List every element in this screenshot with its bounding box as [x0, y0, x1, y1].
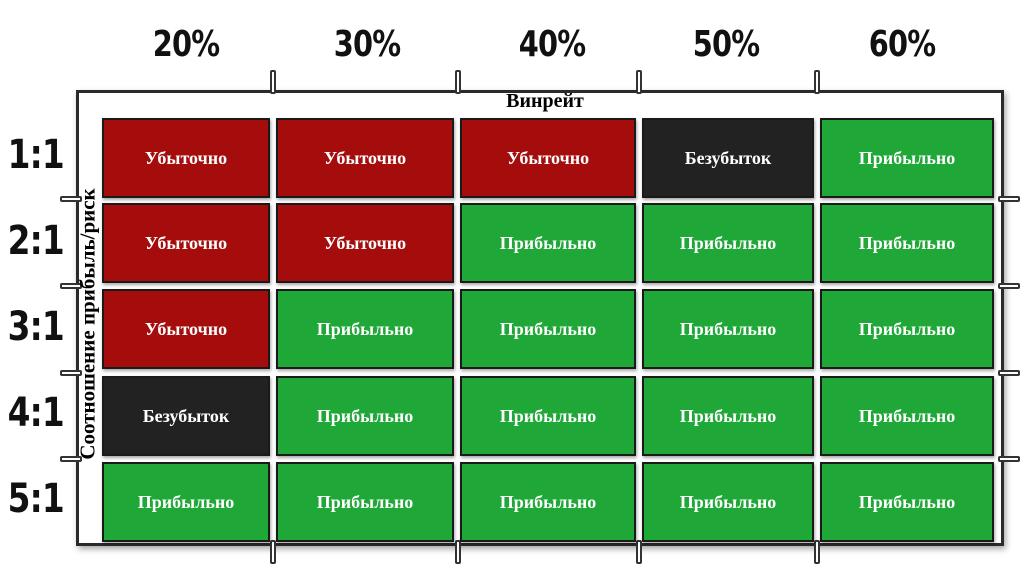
matrix-cell: Прибыльно [460, 289, 636, 369]
matrix-cell: Прибыльно [642, 462, 814, 542]
frame-tick [998, 196, 1020, 202]
matrix-cell: Безубыток [642, 118, 814, 198]
frame-tick [814, 70, 820, 94]
column-header-40: 40% [518, 24, 586, 65]
matrix-cell: Прибыльно [820, 462, 994, 542]
matrix-cell: Прибыльно [820, 289, 994, 369]
matrix-cell: Прибыльно [820, 376, 994, 456]
frame-tick [814, 540, 820, 564]
column-header-50: 50% [692, 24, 760, 65]
frame-tick [60, 283, 82, 289]
frame-tick [60, 196, 82, 202]
matrix-cell: Убыточно [102, 203, 270, 283]
matrix-cell: Убыточно [276, 203, 454, 283]
frame-tick [998, 456, 1020, 462]
frame-tick [998, 283, 1020, 289]
matrix-cell: Прибыльно [820, 203, 994, 283]
matrix-cell: Прибыльно [460, 203, 636, 283]
frame-tick [60, 370, 82, 376]
matrix-cell: Прибыльно [276, 289, 454, 369]
frame-tick [636, 70, 642, 94]
matrix-cell: Убыточно [276, 118, 454, 198]
frame-tick [998, 370, 1020, 376]
matrix-cell: Прибыльно [460, 376, 636, 456]
matrix-cell: Прибыльно [460, 462, 636, 542]
matrix-cell: Прибыльно [642, 376, 814, 456]
frame-tick [636, 540, 642, 564]
column-header-60: 60% [868, 24, 936, 65]
matrix-cell: Безубыток [102, 376, 270, 456]
y-axis-title: Соотношение прибыль/риск [75, 188, 100, 460]
matrix-cell: Прибыльно [642, 289, 814, 369]
x-axis-title: Винрейт [506, 90, 584, 112]
matrix-cell: Прибыльно [102, 462, 270, 542]
matrix-cell: Прибыльно [642, 203, 814, 283]
matrix-cell: Убыточно [460, 118, 636, 198]
frame-tick [60, 456, 82, 462]
column-header-30: 30% [333, 24, 401, 65]
row-header-4-1: 4:1 [7, 390, 65, 436]
matrix-cell: Прибыльно [276, 462, 454, 542]
frame-tick [270, 70, 276, 94]
frame-tick [455, 540, 461, 564]
row-header-2-1: 2:1 [7, 218, 65, 264]
column-header-20: 20% [152, 24, 220, 65]
frame-tick [270, 540, 276, 564]
matrix-cell: Убыточно [102, 118, 270, 198]
frame-tick [455, 70, 461, 94]
row-header-5-1: 5:1 [7, 476, 65, 522]
matrix-cell: Прибыльно [276, 376, 454, 456]
row-header-1-1: 1:1 [7, 132, 65, 178]
matrix-cell: Убыточно [102, 289, 270, 369]
matrix-cell: Прибыльно [820, 118, 994, 198]
row-header-3-1: 3:1 [7, 304, 65, 350]
